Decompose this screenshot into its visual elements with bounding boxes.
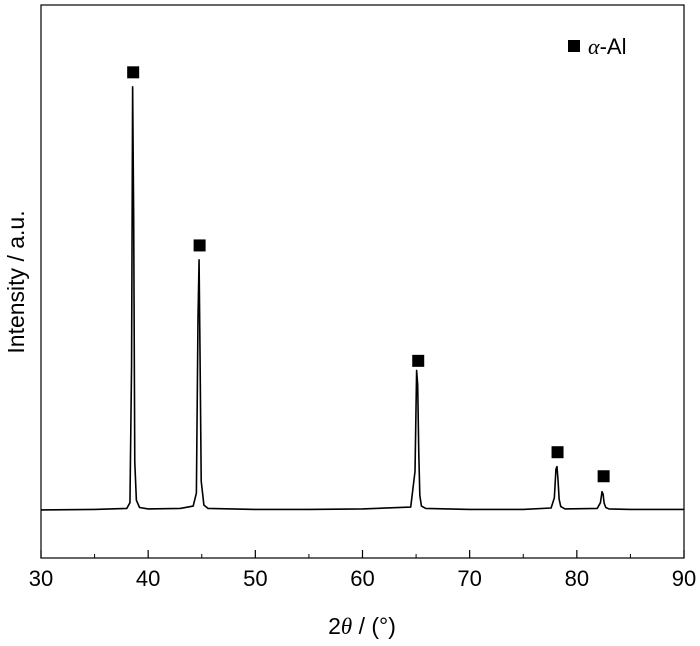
peak-marker [551, 446, 564, 459]
x-axis-tick-labels: 30 40 50 60 70 80 90 [29, 566, 696, 591]
legend-marker [568, 40, 580, 52]
x-axis-label: 2θ / (°) [328, 613, 396, 639]
x-tick-label: 40 [136, 566, 160, 591]
peak-markers [127, 66, 610, 483]
x-tick-label: 80 [565, 566, 589, 591]
legend-label: α-Al [588, 34, 626, 59]
y-axis-label: Intensity / a.u. [3, 210, 29, 353]
peak-marker [127, 66, 140, 79]
series-line [40, 85, 684, 511]
x-tick-label: 60 [350, 566, 374, 591]
legend: α-Al [568, 34, 626, 59]
x-tick-label: 70 [457, 566, 481, 591]
peak-marker [412, 354, 425, 367]
x-tick-label: 50 [243, 566, 267, 591]
x-tick-label: 30 [29, 566, 53, 591]
x-axis-ticks [40, 550, 685, 558]
peak-marker [597, 470, 610, 483]
plot-frame [40, 4, 685, 559]
x-tick-label: 90 [672, 566, 696, 591]
peak-marker [193, 239, 206, 252]
